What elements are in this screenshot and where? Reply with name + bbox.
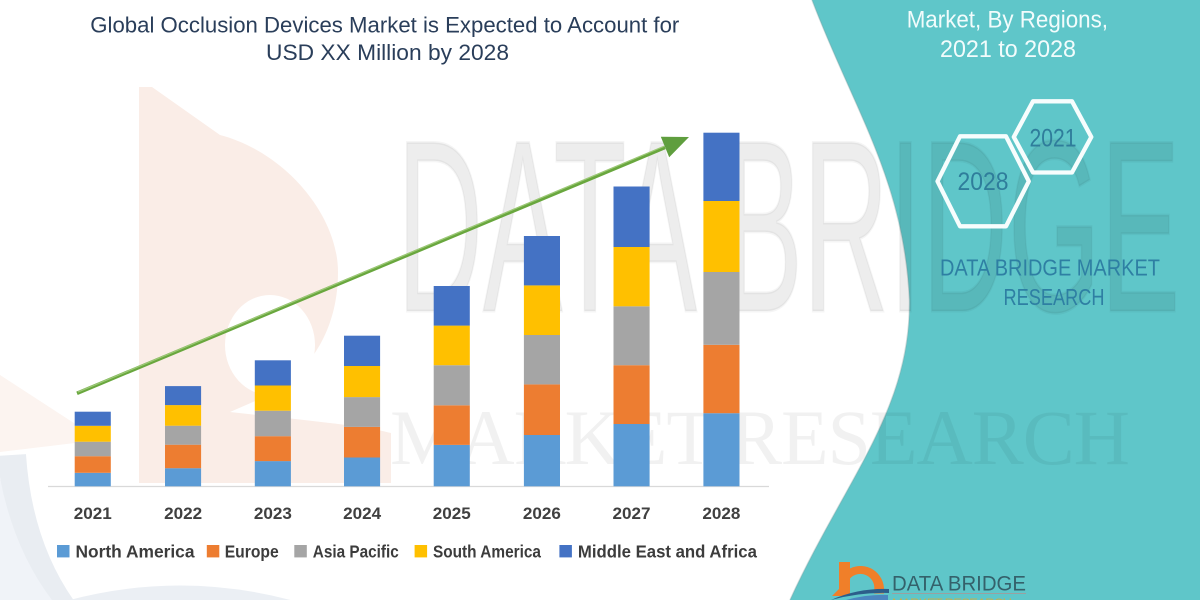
svg-text:North America: North America xyxy=(76,541,195,561)
svg-text:Asia Pacific: Asia Pacific xyxy=(313,541,399,561)
svg-text:2021: 2021 xyxy=(1030,125,1077,153)
svg-text:2021 to 2028: 2021 to 2028 xyxy=(940,36,1076,63)
svg-text:2022: 2022 xyxy=(164,504,202,523)
svg-text:Market, By Regions,: Market, By Regions, xyxy=(907,7,1108,34)
svg-text:2024: 2024 xyxy=(343,504,382,523)
svg-text:2026: 2026 xyxy=(523,504,561,523)
svg-text:RESEARCH: RESEARCH xyxy=(1004,284,1105,310)
svg-text:MARKET RESEARCH: MARKET RESEARCH xyxy=(892,596,1012,600)
svg-text:2028: 2028 xyxy=(702,504,740,523)
svg-text:2021: 2021 xyxy=(74,504,112,523)
svg-text:2025: 2025 xyxy=(433,504,471,523)
svg-text:2027: 2027 xyxy=(613,504,651,523)
svg-text:2028: 2028 xyxy=(958,168,1009,196)
svg-text:Global Occlusion Devices Marke: Global Occlusion Devices Market is Expec… xyxy=(90,12,680,37)
svg-text:MARKET RESEARCH: MARKET RESEARCH xyxy=(390,394,1130,481)
svg-text:DATA BRIDGE: DATA BRIDGE xyxy=(892,572,1026,596)
svg-text:Middle East and Africa: Middle East and Africa xyxy=(578,541,757,561)
svg-text:USD XX Million by 2028: USD XX Million by 2028 xyxy=(266,40,509,65)
svg-text:Europe: Europe xyxy=(225,541,279,561)
svg-text:DATA BRIDGE MARKET: DATA BRIDGE MARKET xyxy=(940,255,1160,281)
svg-text:2023: 2023 xyxy=(254,504,292,523)
svg-text:South America: South America xyxy=(433,541,541,561)
